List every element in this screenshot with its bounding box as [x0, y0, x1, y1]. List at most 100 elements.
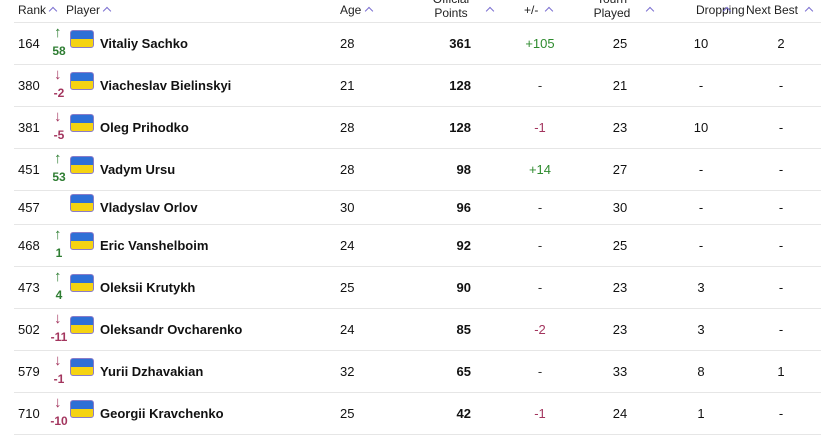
row-separator — [14, 392, 821, 393]
dropping: 1 — [697, 405, 705, 421]
player-name[interactable]: Viacheslav Bielinskyi — [100, 77, 232, 93]
points: 96 — [456, 199, 471, 215]
row-separator — [14, 148, 821, 149]
next-best: - — [778, 161, 784, 177]
next-best: 1 — [777, 363, 785, 379]
row-separator — [14, 350, 821, 351]
player-name[interactable]: Georgii Kravchenko — [100, 405, 224, 421]
next-best: - — [778, 279, 784, 295]
player-name[interactable]: Oleg Prihodko — [100, 119, 189, 135]
points: 85 — [456, 321, 471, 337]
rank-move: 4 — [55, 287, 63, 302]
header-separator — [14, 22, 821, 23]
sort-icon — [48, 6, 58, 16]
rank-move: 53 — [52, 169, 66, 184]
rank: 710 — [18, 405, 40, 421]
trend-arrow: ↑ — [54, 149, 62, 167]
rank: 381 — [18, 119, 40, 135]
rank: 451 — [18, 161, 40, 177]
header-next[interactable]: Next Best — [746, 3, 799, 17]
dropping: - — [698, 237, 704, 253]
played: 23 — [612, 119, 628, 135]
next-best: - — [778, 321, 784, 337]
row-separator — [14, 224, 821, 225]
row-separator — [14, 190, 821, 191]
player-name[interactable]: Oleksandr Ovcharenko — [100, 321, 243, 337]
player-name[interactable]: Oleksii Krutykh — [100, 279, 196, 295]
played: 25 — [612, 237, 628, 253]
row-separator — [14, 266, 821, 267]
rank: 457 — [18, 199, 40, 215]
age: 32 — [340, 363, 355, 379]
played: 25 — [612, 35, 628, 51]
trend-arrow: ↓ — [54, 351, 62, 369]
flag-icon — [70, 399, 94, 418]
flag-icon — [70, 193, 94, 212]
dropping: 8 — [697, 363, 705, 379]
diff: - — [537, 199, 543, 215]
flag-icon — [70, 29, 94, 48]
dropping: - — [698, 161, 704, 177]
diff: - — [537, 77, 543, 93]
played: 24 — [612, 405, 628, 421]
trend-arrow: ↑ — [54, 267, 62, 285]
points: 128 — [449, 77, 471, 93]
header-dropping[interactable]: Dropping — [696, 3, 745, 17]
sort-icon — [364, 6, 374, 16]
header-played[interactable]: Tourn Played — [593, 0, 631, 20]
row-separator — [14, 64, 821, 65]
rank-move: -10 — [50, 413, 68, 428]
dropping: - — [698, 199, 704, 215]
points: 98 — [456, 161, 471, 177]
rank-move: -11 — [50, 329, 68, 344]
rank-move: -1 — [53, 371, 65, 386]
flag-icon — [70, 273, 94, 292]
next-best: - — [778, 405, 784, 421]
player-name[interactable]: Yurii Dzhavakian — [100, 363, 204, 379]
flag-icon — [70, 113, 94, 132]
row-separator — [14, 106, 821, 107]
flag-icon — [70, 357, 94, 376]
flag-icon — [70, 71, 94, 90]
diff: +14 — [528, 161, 552, 177]
rank: 502 — [18, 321, 40, 337]
next-best: - — [778, 237, 784, 253]
header-rank[interactable]: Rank — [18, 3, 47, 17]
points: 92 — [456, 237, 471, 253]
trend-arrow: ↓ — [54, 393, 62, 411]
points: 42 — [456, 405, 471, 421]
player-name[interactable]: Eric Vanshelboim — [100, 237, 209, 253]
header-diff[interactable]: +/- — [524, 3, 539, 17]
played: 30 — [612, 199, 628, 215]
played: 27 — [612, 161, 628, 177]
dropping: 3 — [697, 279, 705, 295]
age: 24 — [340, 321, 355, 337]
header-age[interactable]: Age — [340, 3, 362, 17]
rank: 164 — [18, 35, 40, 51]
trend-arrow: ↓ — [54, 309, 62, 327]
flag-icon — [70, 315, 94, 334]
rank-move: 1 — [55, 245, 63, 260]
age: 28 — [340, 119, 355, 135]
sort-icon — [804, 6, 814, 16]
dropping: 10 — [693, 35, 709, 51]
header-player[interactable]: Player — [66, 3, 101, 17]
rank-move: -5 — [53, 127, 65, 142]
rank-move: 58 — [52, 43, 66, 58]
player-name[interactable]: Vladyslav Orlov — [100, 199, 198, 215]
points: 128 — [449, 119, 471, 135]
player-name[interactable]: Vitaliy Sachko — [100, 35, 188, 51]
age: 25 — [340, 279, 355, 295]
played: 33 — [612, 363, 628, 379]
points: 65 — [456, 363, 471, 379]
played: 21 — [612, 77, 628, 93]
diff: - — [537, 363, 543, 379]
rank: 579 — [18, 363, 40, 379]
age: 30 — [340, 199, 355, 215]
header-points[interactable]: Official Points — [433, 0, 469, 20]
rank: 380 — [18, 77, 40, 93]
points: 361 — [449, 35, 471, 51]
player-name[interactable]: Vadym Ursu — [100, 161, 176, 177]
next-best: 2 — [777, 35, 785, 51]
